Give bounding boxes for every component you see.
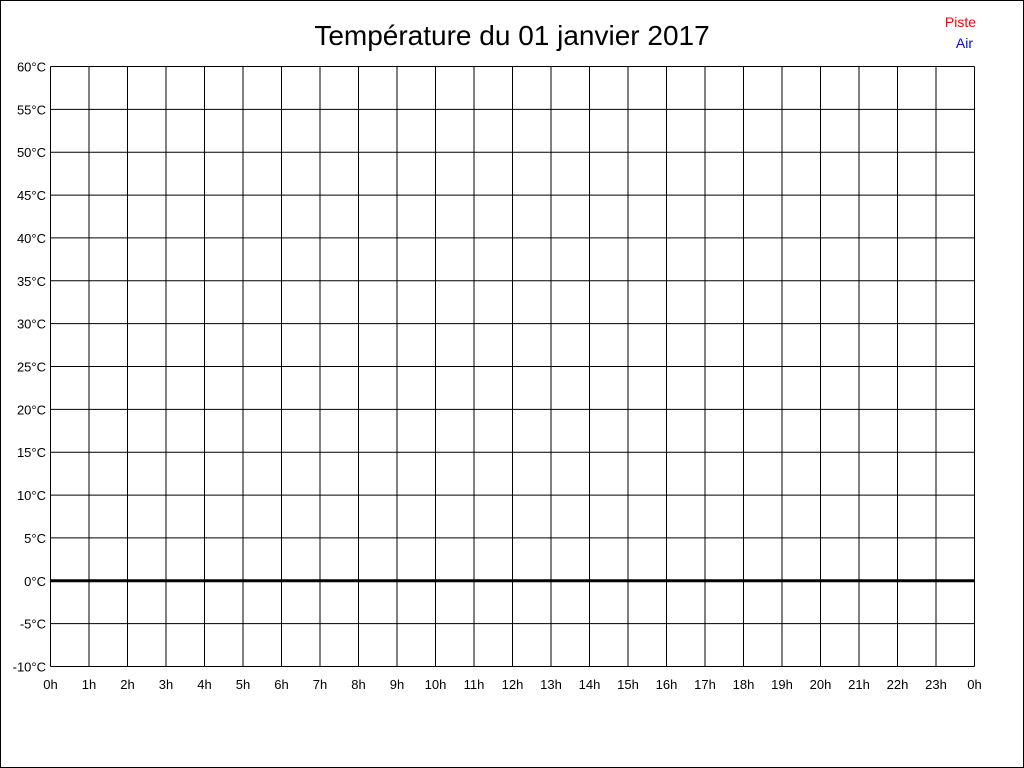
- x-tick-label: 23h: [925, 677, 947, 692]
- y-tick-label: 30°C: [17, 317, 46, 332]
- x-tick-label: 7h: [313, 677, 327, 692]
- y-tick-label: 40°C: [17, 231, 46, 246]
- x-tick-label: 15h: [617, 677, 639, 692]
- legend-air: Air: [956, 35, 973, 51]
- y-tick-label: 50°C: [17, 145, 46, 160]
- x-tick-label: 14h: [579, 677, 601, 692]
- x-tick-label: 0h: [43, 677, 57, 692]
- x-tick-label: 8h: [351, 677, 365, 692]
- y-tick-label: 10°C: [17, 488, 46, 503]
- x-tick-label: 16h: [656, 677, 678, 692]
- x-tick-label: 2h: [120, 677, 134, 692]
- x-tick-label: 1h: [82, 677, 96, 692]
- y-tick-label: 35°C: [17, 274, 46, 289]
- x-tick-label: 22h: [887, 677, 909, 692]
- y-tick-label: 0°C: [24, 574, 46, 589]
- y-tick-label: 55°C: [17, 102, 46, 117]
- x-tick-label: 18h: [733, 677, 755, 692]
- legend-piste: Piste: [945, 14, 976, 30]
- x-tick-label: 6h: [274, 677, 288, 692]
- chart-title: Température du 01 janvier 2017: [314, 20, 709, 51]
- x-tick-label: 17h: [694, 677, 716, 692]
- x-tick-label: 11h: [464, 677, 485, 692]
- y-tick-label: 5°C: [24, 531, 46, 546]
- x-tick-label: 5h: [236, 677, 250, 692]
- y-tick-label: 15°C: [17, 445, 46, 460]
- x-tick-label: 20h: [810, 677, 832, 692]
- x-tick-label: 4h: [197, 677, 211, 692]
- y-tick-label: 20°C: [17, 402, 46, 417]
- x-axis-labels: 0h 1h 2h 3h 4h 5h 6h 7h 8h 9h 10h 11h 12h 13h 14h 15h 16…: [43, 677, 981, 692]
- grid: [50, 66, 975, 667]
- y-tick-label: -10°C: [13, 660, 46, 675]
- x-tick-label: 0h: [967, 677, 981, 692]
- x-tick-label: 13h: [540, 677, 562, 692]
- y-tick-label: 25°C: [17, 360, 46, 375]
- y-axis-labels: 60°C 55°C 50°C 45°C 40°C 35°C 30°C 25°C 20°C 15°C…: [13, 60, 46, 675]
- y-tick-label: 60°C: [17, 60, 46, 75]
- x-tick-label: 12h: [502, 677, 524, 692]
- y-tick-label: 45°C: [17, 188, 46, 203]
- x-tick-label: 19h: [771, 677, 793, 692]
- x-tick-label: 21h: [848, 677, 870, 692]
- x-tick-label: 9h: [390, 677, 404, 692]
- y-tick-label: -5°C: [20, 617, 46, 632]
- x-tick-label: 3h: [159, 677, 173, 692]
- x-tick-label: 10h: [425, 677, 447, 692]
